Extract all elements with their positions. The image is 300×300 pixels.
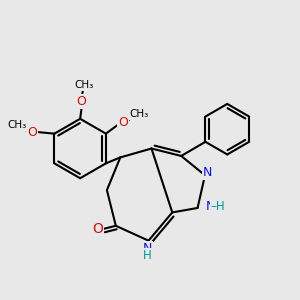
Text: O: O	[77, 95, 87, 108]
Text: N: N	[142, 242, 152, 256]
Text: –H: –H	[211, 200, 225, 213]
Text: N: N	[203, 166, 212, 179]
Text: CH₃: CH₃	[74, 80, 93, 90]
Text: CH₃: CH₃	[7, 120, 26, 130]
Text: O: O	[27, 126, 37, 139]
Text: CH₃: CH₃	[129, 109, 148, 119]
Text: N: N	[206, 200, 215, 213]
Text: H: H	[143, 249, 152, 262]
Text: O: O	[118, 116, 128, 129]
Text: O: O	[92, 222, 103, 236]
